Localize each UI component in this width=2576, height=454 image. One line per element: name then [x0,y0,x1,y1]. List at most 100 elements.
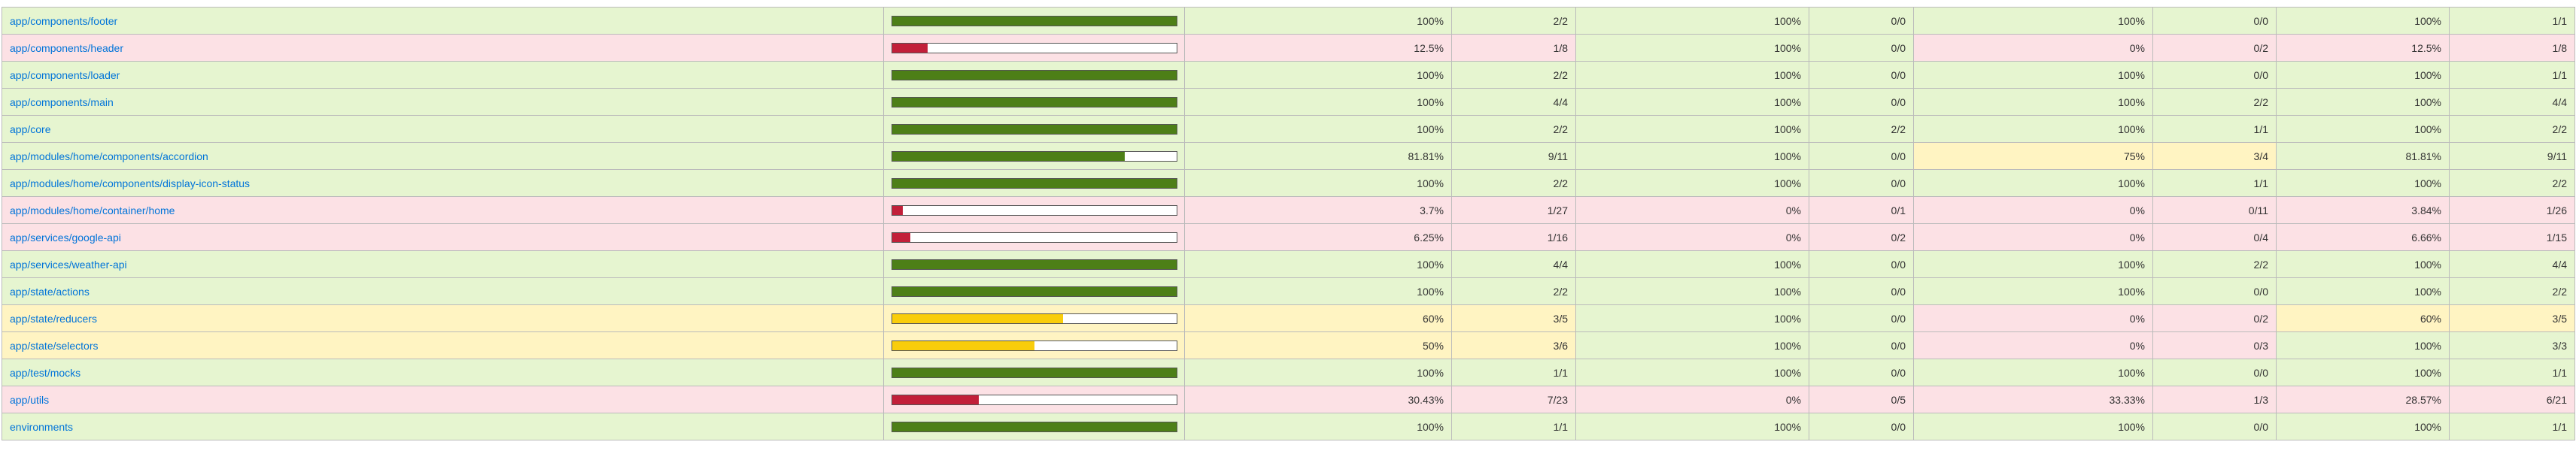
file-link[interactable]: app/state/selectors [10,339,99,352]
branches-fraction: 0/0 [1809,277,1914,305]
coverage-bar [892,123,1177,135]
lines-percent: 100% [2276,115,2450,143]
branches-percent: 0% [1575,196,1809,224]
coverage-bar-fill [892,70,1177,80]
lines-fraction: 1/8 [2449,34,2575,62]
lines-fraction: 9/11 [2449,142,2575,170]
lines-percent: 81.81% [2276,142,2450,170]
functions-percent: 0% [1913,304,2153,332]
file-link[interactable]: app/modules/home/container/home [10,204,175,216]
coverage-bar [892,232,1177,243]
branches-fraction: 0/0 [1809,88,1914,116]
file-link[interactable]: app/core [10,123,51,135]
branches-percent: 100% [1575,169,1809,197]
table-row: app/modules/home/container/home 3.7% 1/27 0… [2,196,2575,224]
table-row: environments 100% 1/1 100% 0/0 100% 0/0 100% 1/1 [2,413,2575,440]
functions-fraction: 0/0 [2152,61,2277,89]
file-cell: app/state/selectors [2,331,884,359]
file-link[interactable]: app/components/loader [10,68,120,81]
file-link[interactable]: app/utils [10,393,50,406]
statements-percent: 100% [1184,88,1452,116]
statements-fraction: 4/4 [1451,88,1576,116]
lines-fraction: 1/1 [2449,359,2575,386]
branches-fraction: 0/0 [1809,34,1914,62]
file-link[interactable]: app/test/mocks [10,366,81,379]
functions-percent: 100% [1913,7,2153,35]
statements-fraction: 1/16 [1451,223,1576,251]
statements-fraction: 1/1 [1451,413,1576,440]
branches-fraction: 0/0 [1809,142,1914,170]
coverage-bar [892,313,1177,324]
lines-fraction: 4/4 [2449,88,2575,116]
file-link[interactable]: app/components/header [10,41,123,54]
file-link[interactable]: environments [10,420,74,433]
branches-fraction: 0/0 [1809,359,1914,386]
coverage-bar [892,421,1177,432]
lines-fraction: 2/2 [2449,115,2575,143]
file-link[interactable]: app/modules/home/components/display-icon… [10,177,251,189]
functions-fraction: 0/0 [2152,413,2277,440]
file-cell: app/modules/home/components/display-icon… [2,169,884,197]
lines-fraction: 4/4 [2449,250,2575,278]
table-row: app/components/main 100% 4/4 100% 0/0 100% 2/2… [2,88,2575,116]
table-row: app/utils 30.43% 7/23 0% 0/5 33.33% 1/3 28.57% 6… [2,386,2575,413]
file-link[interactable]: app/services/weather-api [10,258,127,271]
lines-fraction: 1/1 [2449,413,2575,440]
file-cell: app/modules/home/components/accordion [2,142,884,170]
branches-fraction: 0/2 [1809,223,1914,251]
table-row: app/components/loader 100% 2/2 100% 0/0 100% 0… [2,61,2575,89]
table-row: app/modules/home/components/accordion 81.… [2,142,2575,170]
branches-percent: 100% [1575,142,1809,170]
lines-fraction: 1/15 [2449,223,2575,251]
coverage-bar-cell [883,61,1185,89]
coverage-bar-cell [883,250,1185,278]
coverage-bar-cell [883,359,1185,386]
file-link[interactable]: app/components/main [10,95,114,108]
statements-fraction: 1/1 [1451,359,1576,386]
file-link[interactable]: app/state/actions [10,285,90,298]
file-link[interactable]: app/modules/home/components/accordion [10,150,208,162]
statements-percent: 100% [1184,7,1452,35]
file-link[interactable]: app/services/google-api [10,231,121,244]
coverage-table: app/components/footer 100% 2/2 100% 0/0 100% 0… [2,7,2575,440]
lines-fraction: 1/1 [2449,7,2575,35]
branches-fraction: 0/0 [1809,169,1914,197]
coverage-bar-fill [892,422,1177,431]
file-cell: app/modules/home/container/home [2,196,884,224]
table-row: app/core 100% 2/2 100% 2/2 100% 1/1 100% 2/2 [2,115,2575,143]
statements-fraction: 2/2 [1451,61,1576,89]
lines-percent: 100% [2276,413,2450,440]
coverage-bar [892,42,1177,53]
functions-percent: 100% [1913,61,2153,89]
branches-fraction: 0/0 [1809,304,1914,332]
functions-fraction: 0/0 [2152,277,2277,305]
coverage-bar [892,204,1177,216]
coverage-bar-cell [883,304,1185,332]
statements-percent: 100% [1184,250,1452,278]
branches-fraction: 0/5 [1809,386,1914,413]
statements-fraction: 7/23 [1451,386,1576,413]
coverage-bar-fill [892,313,1063,323]
coverage-bar [892,286,1177,297]
functions-percent: 100% [1913,88,2153,116]
lines-fraction: 1/26 [2449,196,2575,224]
statements-fraction: 2/2 [1451,277,1576,305]
statements-fraction: 4/4 [1451,250,1576,278]
file-cell: app/components/main [2,88,884,116]
branches-fraction: 0/0 [1809,250,1914,278]
coverage-bar-fill [892,124,1177,134]
coverage-bar-fill [892,368,1177,377]
lines-fraction: 3/3 [2449,331,2575,359]
statements-percent: 100% [1184,277,1452,305]
file-cell: app/services/weather-api [2,250,884,278]
coverage-bar-cell [883,386,1185,413]
functions-percent: 100% [1913,413,2153,440]
coverage-bar [892,259,1177,270]
coverage-bar-fill [892,16,1177,26]
lines-percent: 6.66% [2276,223,2450,251]
statements-percent: 81.81% [1184,142,1452,170]
file-link[interactable]: app/state/reducers [10,312,97,325]
file-cell: app/services/google-api [2,223,884,251]
branches-percent: 100% [1575,7,1809,35]
file-link[interactable]: app/components/footer [10,14,118,27]
